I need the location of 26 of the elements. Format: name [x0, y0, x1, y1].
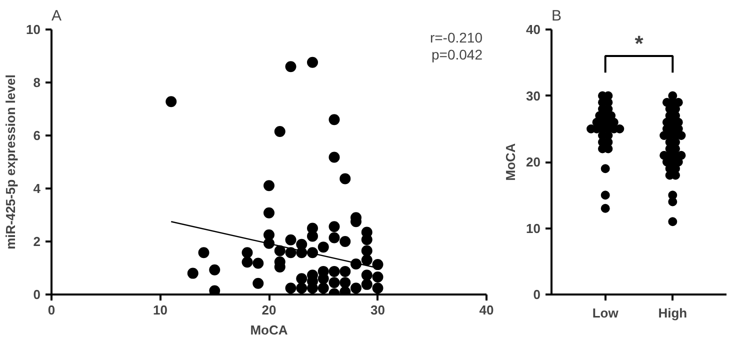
y-tick-label: 10 [526, 220, 541, 236]
x-tick-label: High [658, 306, 688, 320]
x-tick-label: 40 [479, 302, 494, 318]
annotation: * [634, 31, 644, 56]
annotation: p=0.042 [432, 46, 483, 62]
y-tick-label: 6 [33, 128, 41, 143]
annotation: r=-0.210 [430, 30, 483, 46]
y-tick-label: 0 [533, 287, 541, 302]
y-axis-title: MoCA [503, 142, 518, 181]
y-tick-label: 0 [33, 287, 41, 302]
y-axis-title: miR-425-5p expression level [3, 74, 18, 250]
x-tick-label: 20 [262, 302, 276, 318]
y-tick-label: 2 [33, 234, 41, 249]
chart-title: B [552, 8, 562, 24]
y-tick-label: 30 [526, 88, 541, 104]
chart-title: A [52, 8, 62, 24]
x-tick-label: 10 [153, 302, 168, 318]
y-tick-label: 8 [33, 75, 41, 90]
y-tick-label: 10 [26, 22, 41, 37]
y-tick-label: 20 [526, 154, 541, 170]
x-axis-title: MoCA [250, 322, 288, 338]
y-tick-label: 40 [526, 22, 541, 37]
x-tick-label: Low [592, 306, 620, 320]
x-tick-label: 0 [48, 302, 56, 318]
y-tick-label: 4 [33, 181, 42, 196]
x-tick-label: 30 [370, 302, 385, 318]
